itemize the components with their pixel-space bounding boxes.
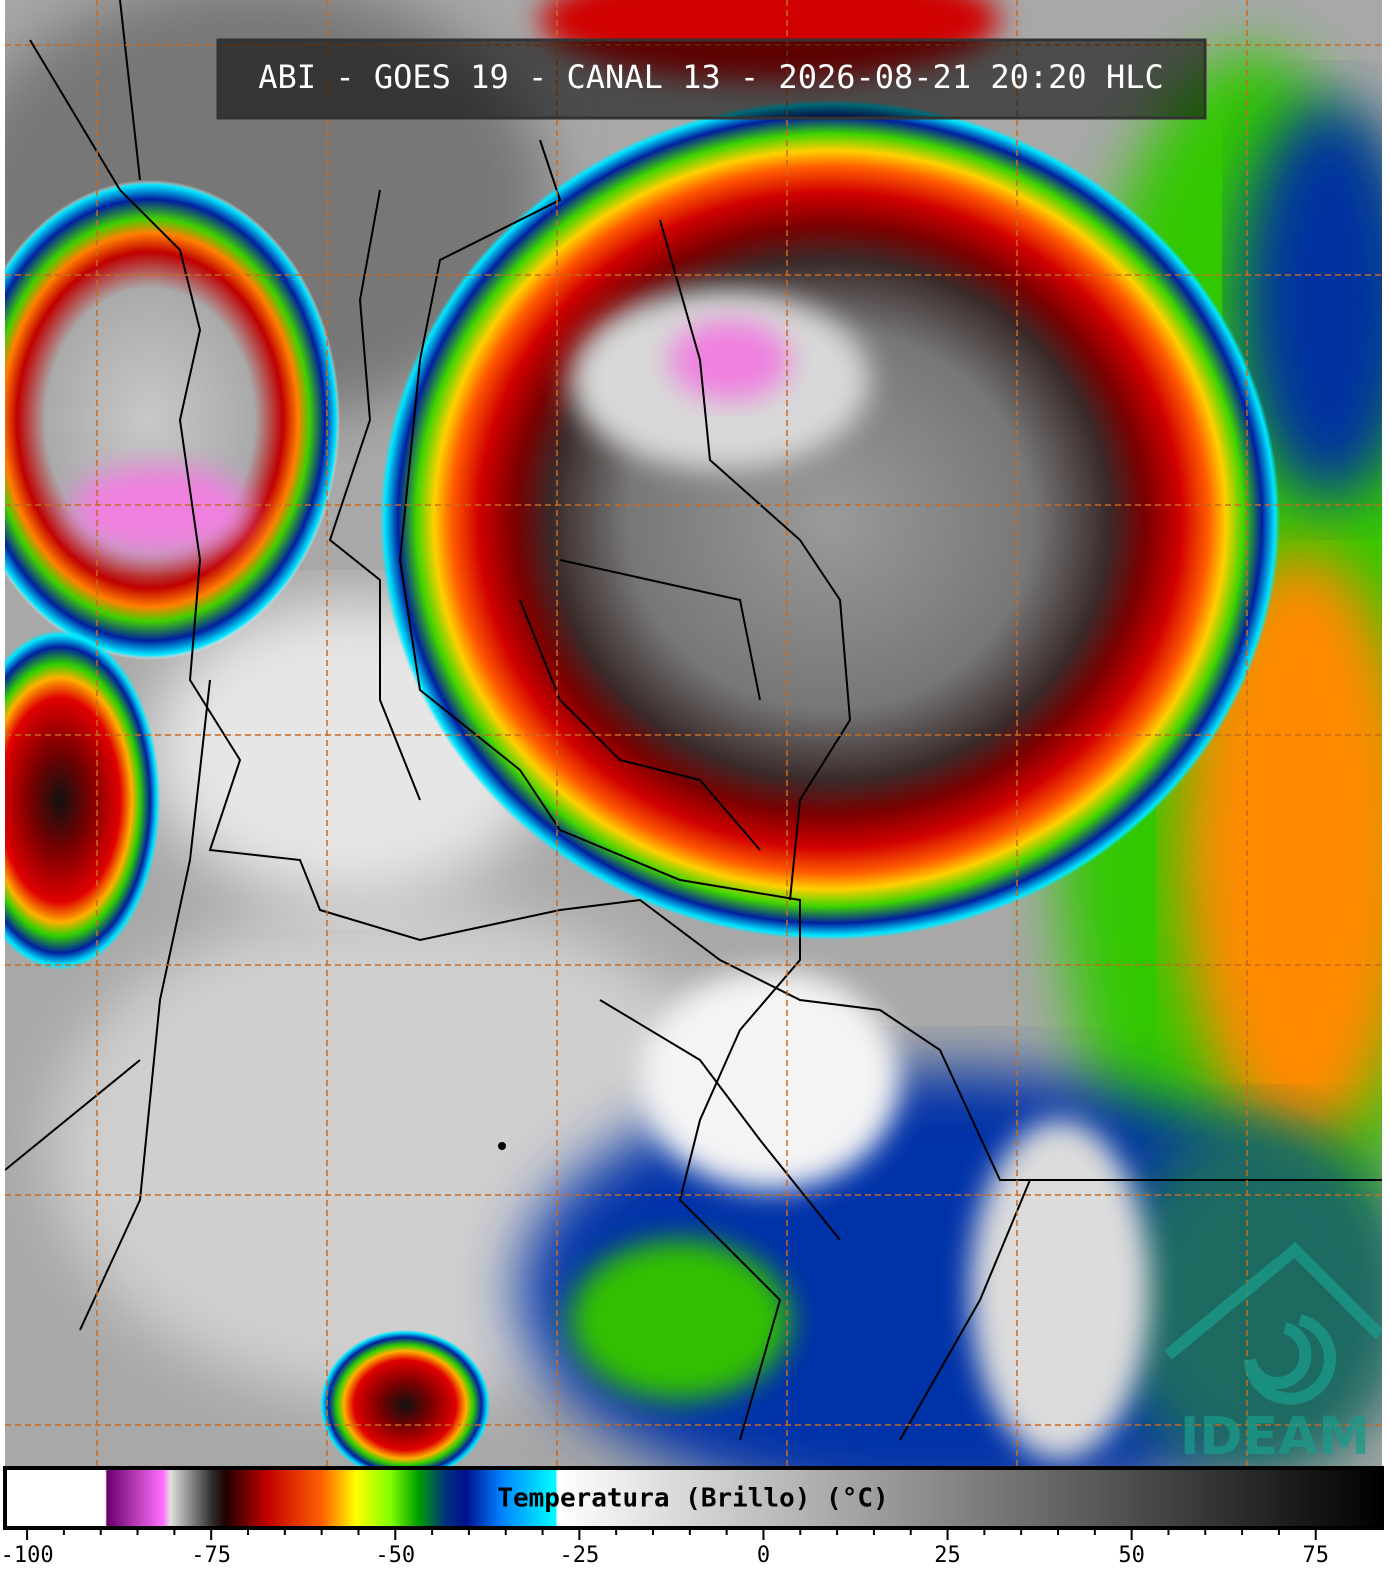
title-box xyxy=(216,38,1207,120)
tick-label: 75 xyxy=(1302,1543,1329,1568)
ideam-logo: IDEAM xyxy=(1164,1241,1382,1467)
tick-label: -75 xyxy=(191,1543,231,1568)
tick-label: 25 xyxy=(934,1543,961,1568)
borders xyxy=(5,0,1382,1441)
graticule xyxy=(5,0,1382,1468)
tick-label: 0 xyxy=(757,1543,770,1568)
colorbar xyxy=(3,1466,1384,1530)
tick-label: -100 xyxy=(1,1543,54,1568)
logo-text: IDEAM xyxy=(1180,1407,1370,1467)
colorbar-label: Temperatura (Brillo) (°C) xyxy=(497,1484,888,1514)
tick-label: -50 xyxy=(375,1543,415,1568)
tick-label: 50 xyxy=(1118,1543,1145,1568)
title: ABI - GOES 19 - CANAL 13 - 2026-08-21 20… xyxy=(258,58,1163,96)
imagery: IDEAM xyxy=(5,0,1382,1468)
tick-label: -25 xyxy=(559,1543,599,1568)
